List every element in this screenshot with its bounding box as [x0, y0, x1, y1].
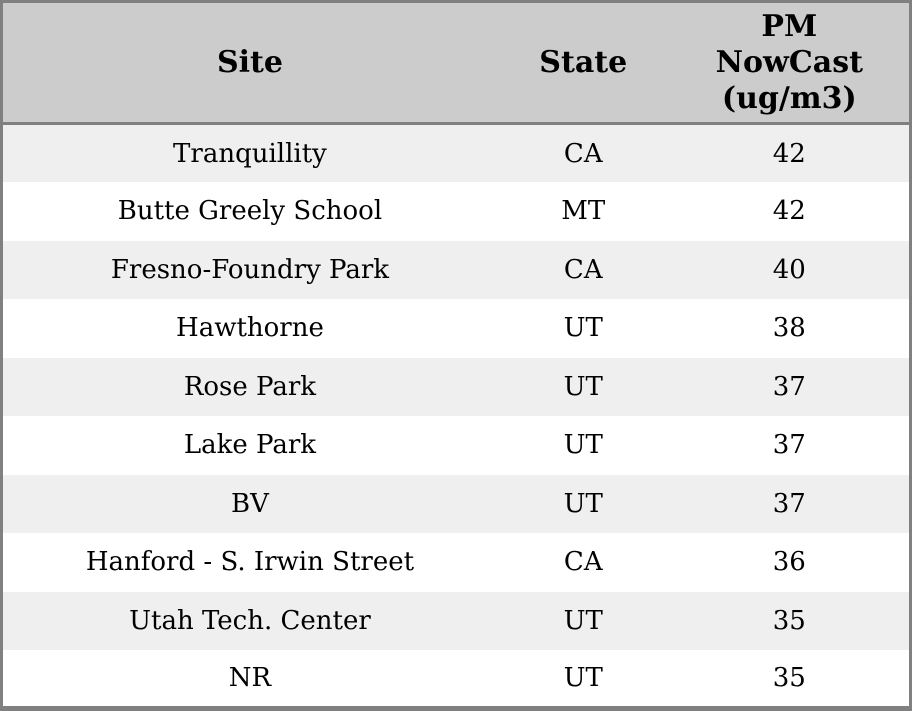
pm-cell: 40: [772, 254, 806, 285]
pm-cell: 36: [772, 547, 806, 578]
column-header-state: State: [496, 1, 670, 125]
table-row: Lake Park UT 37: [1, 416, 911, 475]
table-body: Tranquillity CA 42 Butte Greely School MT 42 F…: [1, 123, 911, 709]
state-cell: UT: [563, 488, 603, 519]
site-cell: Utah Tech. Center: [129, 605, 371, 636]
state-cell: CA: [563, 547, 603, 578]
state-cell: CA: [563, 138, 603, 169]
table-row: Rose Park UT 37: [1, 357, 911, 416]
column-header-state-label: State: [539, 44, 628, 80]
site-cell: BV: [231, 488, 269, 519]
pm-cell: 37: [772, 430, 806, 461]
site-cell: Rose Park: [183, 371, 317, 402]
table-row: Utah Tech. Center UT 35: [1, 591, 911, 650]
table-row: NR UT 35: [1, 650, 911, 709]
table-row: Tranquillity CA 42: [1, 123, 911, 182]
pm-cell: 42: [772, 138, 806, 169]
site-cell: Fresno-Foundry Park: [110, 254, 390, 285]
pm-cell: 37: [772, 488, 806, 519]
table-header: Site State PM NowCast (ug/m3): [1, 1, 911, 125]
state-cell: UT: [563, 430, 603, 461]
state-cell: UT: [563, 371, 603, 402]
site-cell: NR: [228, 663, 272, 693]
column-header-pm-nowcast-label: PM NowCast (ug/m3): [715, 8, 863, 116]
site-cell: Hanford - S. Irwin Street: [85, 547, 415, 578]
state-cell: MT: [561, 196, 606, 227]
pm-cell: 42: [772, 196, 806, 227]
column-header-site-label: Site: [216, 44, 283, 80]
header-row: Site State PM NowCast (ug/m3): [1, 1, 911, 125]
table-row: Hanford - S. Irwin Street CA 36: [1, 533, 911, 592]
state-cell: UT: [563, 605, 603, 636]
pm-cell: 37: [772, 371, 806, 402]
pm-cell: 35: [772, 663, 806, 693]
table-row: Fresno-Foundry Park CA 40: [1, 240, 911, 299]
column-header-pm-nowcast: PM NowCast (ug/m3): [669, 1, 911, 125]
table-row: Butte Greely School MT 42: [1, 182, 911, 241]
table-row: Hawthorne UT 38: [1, 299, 911, 358]
site-cell: Lake Park: [183, 430, 317, 461]
site-cell: Hawthorne: [176, 313, 324, 344]
state-cell: UT: [563, 663, 603, 693]
column-header-site: Site: [1, 1, 497, 125]
table-row: BV UT 37: [1, 474, 911, 533]
site-cell: Tranquillity: [173, 138, 327, 169]
pm-cell: 38: [772, 313, 806, 344]
state-cell: CA: [563, 254, 603, 285]
site-cell: Butte Greely School: [117, 196, 383, 227]
pm-cell: 35: [772, 605, 806, 636]
state-cell: UT: [563, 313, 603, 344]
